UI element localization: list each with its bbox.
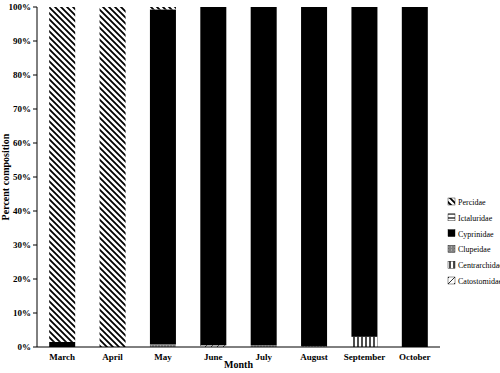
y-tick-label: 70%: [13, 104, 31, 114]
x-tick-label: July: [255, 352, 272, 362]
bar-segment: [251, 7, 277, 345]
bar-segment: [200, 7, 226, 8]
legend-swatch: [448, 277, 455, 284]
y-tick: [33, 347, 37, 348]
y-tick: [33, 7, 37, 8]
bar-segment: [351, 7, 377, 8]
y-axis-label: Percent composition: [0, 133, 11, 220]
bar-segment: [49, 7, 75, 342]
y-tick: [33, 75, 37, 76]
y-tick: [33, 313, 37, 314]
x-tick-label: September: [344, 352, 386, 362]
x-tick-label: May: [154, 352, 172, 362]
x-tick-label: August: [300, 352, 328, 362]
legend: Percidae Ictaluridae Cyprinidae Clupeidae Ce…: [448, 198, 500, 286]
y-tick-label: 80%: [13, 70, 31, 80]
y-tick-label: 60%: [13, 138, 31, 148]
y-tick-label: 30%: [13, 240, 31, 250]
legend-swatch: [448, 245, 455, 252]
legend-label: Percidae: [458, 198, 486, 207]
legend-swatch: [448, 261, 455, 268]
y-tick-label: 10%: [13, 308, 31, 318]
x-axis-label: Month: [224, 359, 253, 370]
bar-segment: [301, 7, 327, 346]
y-tick: [33, 109, 37, 110]
y-tick-label: 40%: [13, 206, 31, 216]
legend-label: Clupeidae: [458, 245, 491, 254]
y-tick: [33, 143, 37, 144]
chart: 0% 10% 20% 30% 40% 50% 60% 70% 80% 90% 100% March Ap…: [0, 0, 500, 373]
bars: [49, 7, 428, 347]
bar-segment: [49, 342, 75, 347]
legend-swatch: [448, 198, 455, 205]
bar-segment: [301, 7, 327, 8]
bar-segment: [100, 7, 126, 347]
x-tick-label: October: [399, 352, 431, 362]
y-tick: [33, 279, 37, 280]
y-tick-label: 0%: [18, 342, 32, 352]
legend-swatch: [448, 230, 455, 237]
legend-label: Ictaluridae: [458, 214, 493, 223]
x-axis: [37, 347, 440, 348]
bar-segment: [251, 7, 277, 8]
legend-label: Cyprinidae: [458, 230, 494, 239]
bar-segment: [351, 7, 377, 8]
x-tick-label: March: [49, 352, 75, 362]
x-tick-label: June: [204, 352, 223, 362]
bar-segment: [402, 7, 428, 8]
bar-segment: [301, 7, 327, 8]
y-tick: [33, 211, 37, 212]
bar-segment: [351, 337, 377, 347]
y-tick: [33, 41, 37, 42]
legend-swatch: [448, 214, 455, 221]
y-tick-label: 20%: [13, 274, 31, 284]
y-tick-label: 50%: [13, 172, 31, 182]
bar-segment: [200, 7, 226, 345]
bar-segment: [402, 7, 428, 8]
y-tick: [33, 177, 37, 178]
y-tick-label: 100%: [9, 2, 32, 12]
bar-segment: [150, 7, 176, 9]
bar-segment: [251, 7, 277, 8]
legend-label: Catostomidae: [458, 277, 500, 286]
y-tick: [33, 245, 37, 246]
bar-segment: [200, 7, 226, 8]
bar-segment: [351, 7, 377, 337]
bar-segment: [402, 7, 428, 347]
bar-segment: [150, 9, 176, 344]
y-tick-label: 90%: [13, 36, 31, 46]
legend-label: Centrarchidae: [458, 261, 500, 270]
x-tick-label: April: [102, 352, 123, 362]
